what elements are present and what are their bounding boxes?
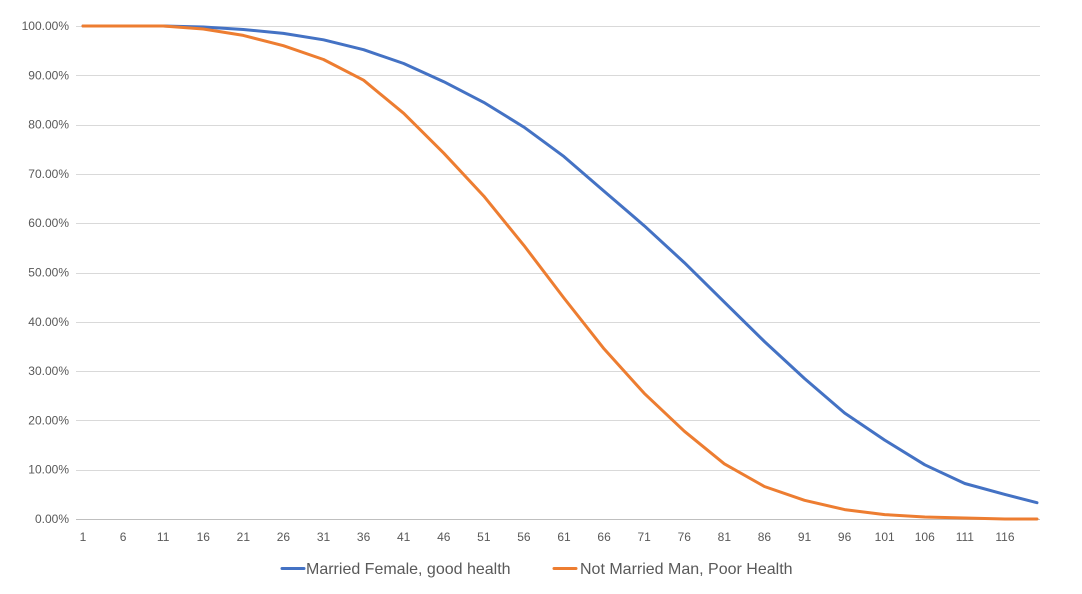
y-tick-label: 40.00% — [28, 315, 69, 329]
axes: 0.00% 10.00% 20.00% 30.00% 40.00% 50.00% 60.00… — [22, 19, 1040, 544]
x-tick-label: 51 — [477, 530, 491, 544]
x-tick-label: 46 — [437, 530, 451, 544]
y-tick-label: 90.00% — [28, 68, 69, 82]
gridlines — [76, 26, 1040, 471]
y-tick-label: 30.00% — [28, 364, 69, 378]
series-lines — [81, 24, 1039, 521]
x-tick-label: 26 — [277, 530, 291, 544]
x-tick-label: 116 — [995, 530, 1014, 544]
y-tick-label: 60.00% — [28, 216, 69, 230]
y-tick-label: 100.00% — [22, 19, 70, 33]
x-tick-label: 86 — [758, 530, 772, 544]
x-tick-label: 36 — [357, 530, 371, 544]
y-tick-label: 20.00% — [28, 413, 69, 427]
legend: Married Female, good health Not Married M… — [280, 561, 793, 578]
x-tick-label: 11 — [157, 530, 170, 544]
x-tick-label: 66 — [597, 530, 611, 544]
y-tick-label: 50.00% — [28, 266, 69, 280]
x-tick-label: 16 — [197, 530, 211, 544]
x-tick-label: 101 — [875, 530, 895, 544]
x-tick-label: 31 — [317, 530, 331, 544]
x-tick-label: 96 — [838, 530, 852, 544]
x-tick-label: 81 — [718, 530, 732, 544]
x-tick-label: 71 — [637, 530, 651, 544]
x-tick-label: 21 — [237, 530, 251, 544]
y-tick-label: 0.00% — [35, 512, 69, 526]
x-tick-label: 56 — [517, 530, 531, 544]
x-tick-label: 61 — [557, 530, 571, 544]
legend-label-2: Not Married Man, Poor Health — [580, 561, 793, 578]
y-tick-label: 10.00% — [28, 463, 69, 477]
x-tick-label: 6 — [120, 530, 127, 544]
x-tick-label: 1 — [80, 530, 87, 544]
x-tick-label: 91 — [798, 530, 812, 544]
legend-label-1: Married Female, good health — [306, 561, 511, 578]
y-tick-label: 80.00% — [28, 118, 69, 132]
x-tick-label: 106 — [915, 530, 935, 544]
series-line-1 — [81, 24, 1039, 505]
x-tick-label: 76 — [678, 530, 692, 544]
x-tick-label: 41 — [397, 530, 411, 544]
y-tick-label: 70.00% — [28, 167, 69, 181]
x-tick-label: 111 — [956, 530, 975, 544]
series-line-2 — [81, 24, 1039, 521]
